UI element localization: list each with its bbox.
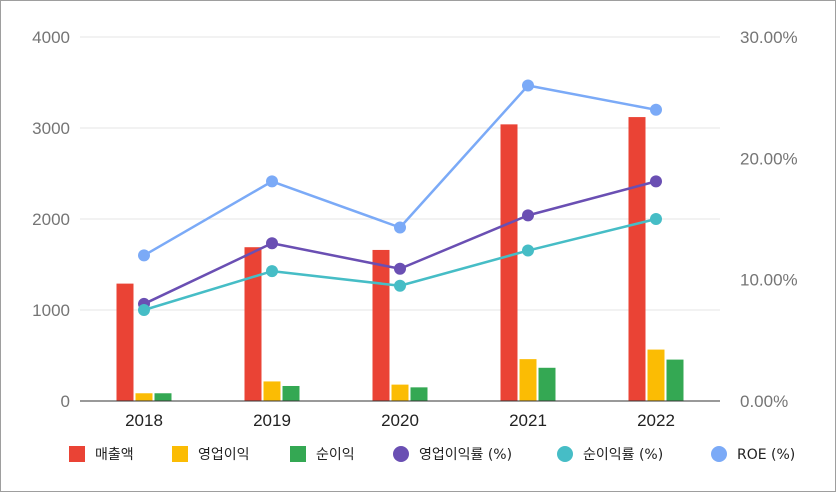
legend-swatch [393,446,409,462]
legend-swatch [172,446,188,462]
point-2-2021 [522,244,534,257]
bar-3-2019 [282,385,300,401]
x-tick-label: 2021 [509,411,547,430]
point-1-2019 [266,237,278,250]
bar-1-2020 [372,249,390,401]
legend-label: 순이익 [316,447,355,463]
left-tick-label: 1000 [32,301,70,320]
left-tick-label: 0 [61,392,70,411]
bar-3-2018 [154,393,172,401]
point-3-2018 [138,249,150,262]
legend-label: 순이익률 (%) [583,447,663,463]
point-2-2020 [394,279,406,292]
left-tick-label: 2000 [32,210,70,229]
legend: 매출액 영업이익 순이익 영업이익률 (%) 순이익률 (%) ROE (%) [69,446,795,463]
gridlines [80,36,720,311]
bar-3-2022 [666,359,684,401]
point-2-2022 [650,213,662,225]
right-tick-label: 20.00% [740,149,798,168]
legend-swatch [290,446,306,462]
point-2-2018 [138,304,150,316]
point-1-2020 [394,262,406,275]
right-tick-label: 10.00% [740,271,798,290]
point-3-2022 [650,103,662,116]
point-3-2020 [394,221,406,234]
legend-label: 매출액 [95,447,134,463]
point-1-2021 [522,209,534,222]
bar-2-2022 [647,349,665,401]
bar-1-2018 [116,283,134,401]
line-series-group [138,79,662,316]
bar-3-2020 [410,387,428,401]
bar-series-group [116,117,684,402]
legend-swatch [69,446,85,462]
x-axis-ticks: 2018 2019 2020 2021 2022 [125,411,675,430]
point-3-2019 [266,175,278,188]
point-2-2019 [266,265,278,278]
legend-swatch [557,446,573,462]
right-tick-label: 30.00% [740,28,798,47]
x-tick-label: 2019 [253,411,291,430]
x-tick-label: 2018 [125,411,163,430]
legend-swatch [711,446,727,462]
left-tick-label: 3000 [32,119,70,138]
right-axis-ticks: 0.00% 10.00% 20.00% 30.00% [740,28,798,411]
bar-2-2018 [135,393,153,401]
legend-label: 영업이익률 (%) [419,447,512,463]
point-3-2021 [522,79,534,92]
left-axis-ticks: 0 1000 2000 3000 4000 [32,28,70,411]
x-tick-label: 2022 [637,411,675,430]
right-tick-label: 0.00% [740,392,788,411]
left-tick-label: 4000 [32,28,70,47]
x-tick-label: 2020 [381,411,419,430]
point-1-2022 [650,175,662,188]
bar-2-2020 [391,384,409,401]
legend-label: 영업이익 [198,447,250,463]
bar-2-2019 [263,381,281,401]
bar-3-2021 [538,367,556,401]
legend-label: ROE (%) [737,447,795,463]
bar-1-2022 [628,117,646,401]
bar-1-2019 [244,247,262,401]
bar-1-2021 [500,124,518,402]
bar-2-2021 [519,359,537,401]
